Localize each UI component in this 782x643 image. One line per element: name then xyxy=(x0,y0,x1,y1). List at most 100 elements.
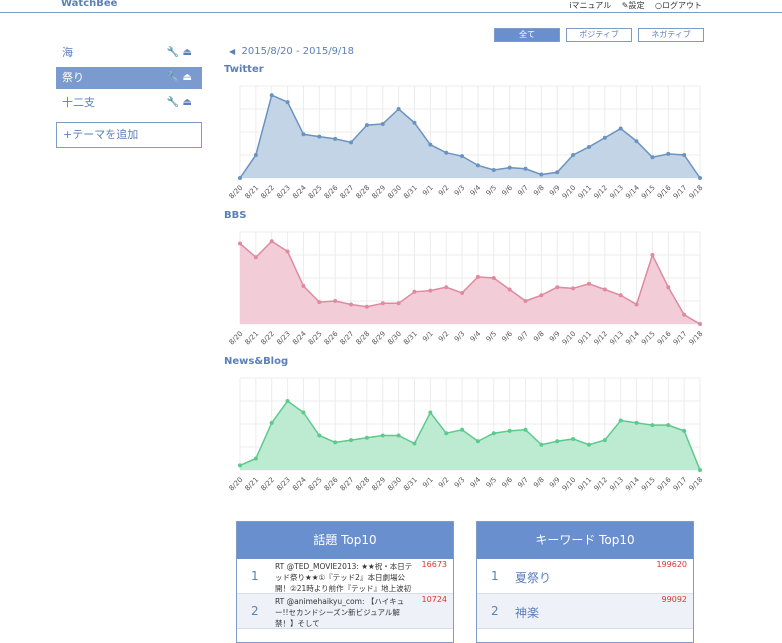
data-point[interactable] xyxy=(602,287,607,292)
data-point[interactable] xyxy=(349,302,354,307)
data-point[interactable] xyxy=(364,304,369,309)
data-point[interactable] xyxy=(555,170,560,175)
add-theme-button[interactable]: +テーマを追加 xyxy=(56,122,202,148)
data-point[interactable] xyxy=(491,431,496,436)
data-point[interactable] xyxy=(618,126,623,131)
prev-arrow-icon[interactable]: ◀ xyxy=(229,47,236,56)
data-point[interactable] xyxy=(380,433,385,438)
data-point[interactable] xyxy=(460,154,465,159)
data-point[interactable] xyxy=(650,253,655,257)
data-point[interactable] xyxy=(460,290,465,295)
wrench-icon[interactable]: 🔧 xyxy=(166,72,180,83)
data-point[interactable] xyxy=(349,438,354,443)
sidebar-item-umi[interactable]: 海 🔧 ⏏ xyxy=(56,42,202,64)
data-point[interactable] xyxy=(571,286,576,291)
data-point[interactable] xyxy=(698,176,702,180)
data-point[interactable] xyxy=(460,427,465,432)
manual-link[interactable]: iマニュアル xyxy=(569,1,612,10)
data-point[interactable] xyxy=(475,274,480,279)
download-icon[interactable]: ⏏ xyxy=(182,97,192,108)
data-point[interactable] xyxy=(571,153,576,157)
data-point[interactable] xyxy=(269,420,274,425)
data-point[interactable] xyxy=(428,142,433,147)
data-point[interactable] xyxy=(396,107,401,111)
data-point[interactable] xyxy=(666,151,671,156)
brand-logo[interactable]: WatchBee xyxy=(61,0,118,9)
data-point[interactable] xyxy=(253,456,258,461)
data-point[interactable] xyxy=(428,410,433,415)
data-point[interactable] xyxy=(412,289,417,294)
data-point[interactable] xyxy=(666,285,671,290)
data-point[interactable] xyxy=(539,293,544,298)
data-point[interactable] xyxy=(682,428,687,433)
data-point[interactable] xyxy=(253,255,258,260)
data-point[interactable] xyxy=(586,442,591,447)
data-point[interactable] xyxy=(523,299,528,303)
data-point[interactable] xyxy=(317,134,322,139)
sidebar-item-matsuri[interactable]: 祭り 🔧 ⏏ xyxy=(56,67,202,89)
data-point[interactable] xyxy=(491,276,496,280)
data-point[interactable] xyxy=(682,153,687,157)
data-point[interactable] xyxy=(539,172,544,177)
sidebar-item-junishi[interactable]: 十二支 🔧 ⏏ xyxy=(56,92,202,114)
filter-negative-button[interactable]: ネガティブ xyxy=(638,28,704,42)
data-point[interactable] xyxy=(396,301,401,306)
data-point[interactable] xyxy=(301,284,306,289)
settings-link[interactable]: ✎設定 xyxy=(621,1,645,10)
data-point[interactable] xyxy=(698,468,702,472)
data-point[interactable] xyxy=(555,439,560,444)
data-point[interactable] xyxy=(444,150,449,155)
download-icon[interactable]: ⏏ xyxy=(182,72,192,83)
data-point[interactable] xyxy=(618,293,623,298)
data-point[interactable] xyxy=(698,322,702,326)
data-point[interactable] xyxy=(618,418,623,423)
logout-link[interactable]: ○ログアウト xyxy=(655,1,702,10)
data-point[interactable] xyxy=(380,121,385,126)
data-point[interactable] xyxy=(333,440,338,445)
data-point[interactable] xyxy=(523,166,528,171)
data-point[interactable] xyxy=(444,285,449,290)
data-point[interactable] xyxy=(539,442,544,447)
data-point[interactable] xyxy=(650,155,655,160)
data-point[interactable] xyxy=(269,93,274,98)
filter-positive-button[interactable]: ポジティブ xyxy=(566,28,632,42)
wrench-icon[interactable]: 🔧 xyxy=(166,47,180,58)
data-point[interactable] xyxy=(412,441,417,446)
data-point[interactable] xyxy=(602,135,607,140)
data-point[interactable] xyxy=(634,302,639,307)
data-point[interactable] xyxy=(301,132,306,137)
data-point[interactable] xyxy=(444,431,449,436)
data-point[interactable] xyxy=(412,120,417,125)
data-point[interactable] xyxy=(238,176,242,180)
data-point[interactable] xyxy=(349,140,354,145)
data-point[interactable] xyxy=(253,153,258,157)
data-point[interactable] xyxy=(507,287,512,292)
data-point[interactable] xyxy=(571,436,576,441)
data-point[interactable] xyxy=(364,435,369,440)
filter-all-button[interactable]: 全て xyxy=(494,28,560,42)
data-point[interactable] xyxy=(475,163,480,168)
data-point[interactable] xyxy=(238,463,242,468)
data-point[interactable] xyxy=(428,288,433,293)
table-row[interactable]: 1 RT @TED_MOVIE2013: ★★祝・本日テッド祭り★★①『テッド2… xyxy=(237,559,453,594)
wrench-icon[interactable]: 🔧 xyxy=(166,97,180,108)
data-point[interactable] xyxy=(475,439,480,444)
data-point[interactable] xyxy=(586,281,591,286)
data-point[interactable] xyxy=(269,239,274,244)
data-point[interactable] xyxy=(491,167,496,172)
table-row[interactable]: 2 RT @animehaikyu_com: 【ハイキュー!!セカンドシーズン新… xyxy=(237,594,453,629)
data-point[interactable] xyxy=(507,165,512,170)
data-point[interactable] xyxy=(364,123,369,128)
data-point[interactable] xyxy=(634,420,639,425)
data-point[interactable] xyxy=(602,438,607,443)
download-icon[interactable]: ⏏ xyxy=(182,47,192,58)
data-point[interactable] xyxy=(301,410,306,415)
table-row[interactable]: 2 神楽 99092 xyxy=(477,594,693,629)
data-point[interactable] xyxy=(333,136,338,141)
data-point[interactable] xyxy=(285,249,290,254)
data-point[interactable] xyxy=(555,285,560,290)
data-point[interactable] xyxy=(285,100,290,105)
data-point[interactable] xyxy=(523,427,528,432)
data-point[interactable] xyxy=(238,241,242,246)
data-point[interactable] xyxy=(586,144,591,149)
